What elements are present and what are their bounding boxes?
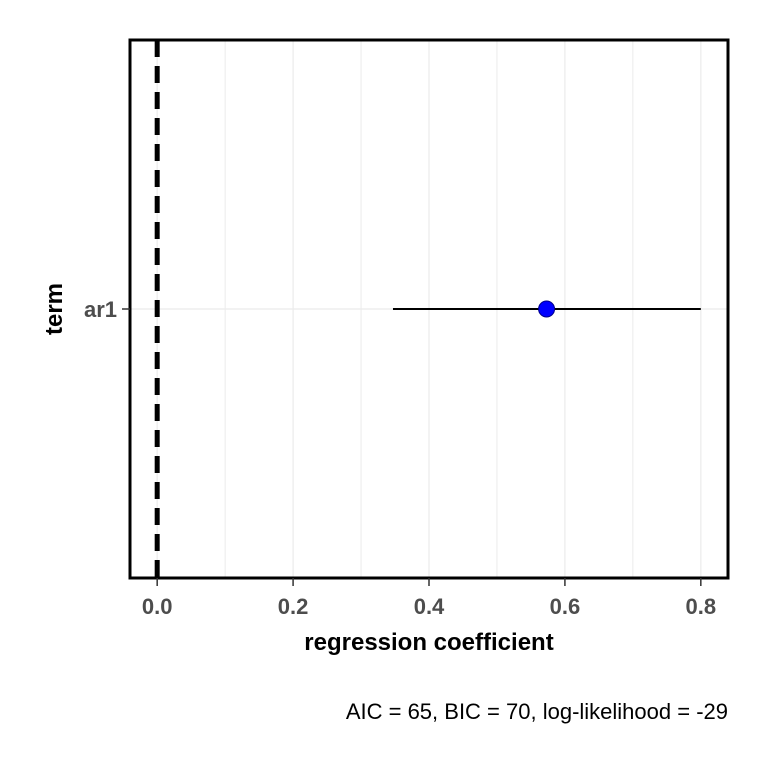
x-tick-label: 0.6 (550, 594, 581, 619)
estimate-point (538, 300, 556, 318)
y-axis: ar1 (84, 297, 130, 322)
x-tick-label: 0.8 (686, 594, 717, 619)
x-axis: 0.0 0.2 0.4 0.6 0.8 (142, 578, 716, 619)
x-tick-label: 0.0 (142, 594, 173, 619)
y-tick-label: ar1 (84, 297, 117, 322)
y-axis-title: term (41, 283, 68, 335)
model-fit-caption: AIC = 65, BIC = 70, log-likelihood = -29 (346, 699, 728, 724)
x-tick-label: 0.4 (414, 594, 445, 619)
x-axis-title: regression coefficient (304, 629, 553, 656)
data-marks (392, 300, 701, 318)
x-tick-label: 0.2 (278, 594, 309, 619)
